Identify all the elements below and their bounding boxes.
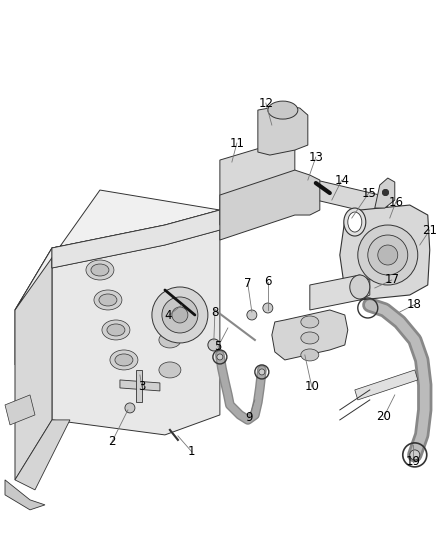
Circle shape [217,354,223,360]
Ellipse shape [301,316,319,328]
Polygon shape [340,205,430,300]
Polygon shape [15,248,52,480]
Polygon shape [5,480,45,510]
Text: 11: 11 [230,136,244,150]
Text: 10: 10 [304,381,319,393]
Ellipse shape [344,208,366,236]
Circle shape [358,225,418,285]
Text: 15: 15 [361,187,376,199]
Text: 9: 9 [245,411,253,424]
Circle shape [125,403,135,413]
Ellipse shape [115,354,133,366]
Circle shape [162,297,198,333]
Ellipse shape [86,260,114,280]
Polygon shape [272,310,348,360]
Text: 6: 6 [264,276,272,288]
Circle shape [247,310,257,320]
Ellipse shape [159,332,181,348]
Text: 13: 13 [308,150,323,164]
Circle shape [208,339,220,351]
Text: 3: 3 [138,381,145,393]
Text: 7: 7 [244,278,251,290]
Polygon shape [15,190,220,310]
Circle shape [263,303,273,313]
Ellipse shape [350,275,370,299]
Polygon shape [52,210,220,435]
Text: 20: 20 [376,410,391,423]
Ellipse shape [348,212,362,232]
Text: 2: 2 [108,435,116,448]
Polygon shape [15,420,70,490]
Text: 18: 18 [406,298,421,311]
Text: 16: 16 [388,196,403,208]
Ellipse shape [110,350,138,370]
Polygon shape [220,140,295,225]
Polygon shape [295,175,390,220]
Polygon shape [52,200,245,268]
Text: 14: 14 [334,174,350,187]
Polygon shape [120,380,160,391]
Text: 5: 5 [214,341,222,353]
Text: 21: 21 [422,223,437,237]
Circle shape [152,287,208,343]
Text: 17: 17 [384,273,399,287]
Text: 19: 19 [405,455,420,469]
Circle shape [259,369,265,375]
Polygon shape [220,170,320,240]
Ellipse shape [301,349,319,361]
Circle shape [378,245,398,265]
Ellipse shape [159,362,181,378]
Text: 12: 12 [258,96,273,110]
Ellipse shape [107,324,125,336]
Ellipse shape [91,264,109,276]
Polygon shape [355,370,418,400]
Text: 1: 1 [188,446,196,458]
Circle shape [172,307,188,323]
Circle shape [368,235,408,275]
Ellipse shape [268,101,298,119]
Polygon shape [52,200,245,268]
Ellipse shape [102,320,130,340]
Text: 8: 8 [211,306,219,319]
Ellipse shape [301,332,319,344]
Ellipse shape [159,302,181,318]
Circle shape [410,450,420,460]
Polygon shape [258,105,308,155]
Ellipse shape [99,294,117,306]
Polygon shape [310,275,370,310]
Polygon shape [136,370,142,402]
Ellipse shape [94,290,122,310]
Polygon shape [375,178,395,208]
Text: 4: 4 [164,310,172,322]
Polygon shape [5,395,35,425]
Polygon shape [15,248,52,365]
